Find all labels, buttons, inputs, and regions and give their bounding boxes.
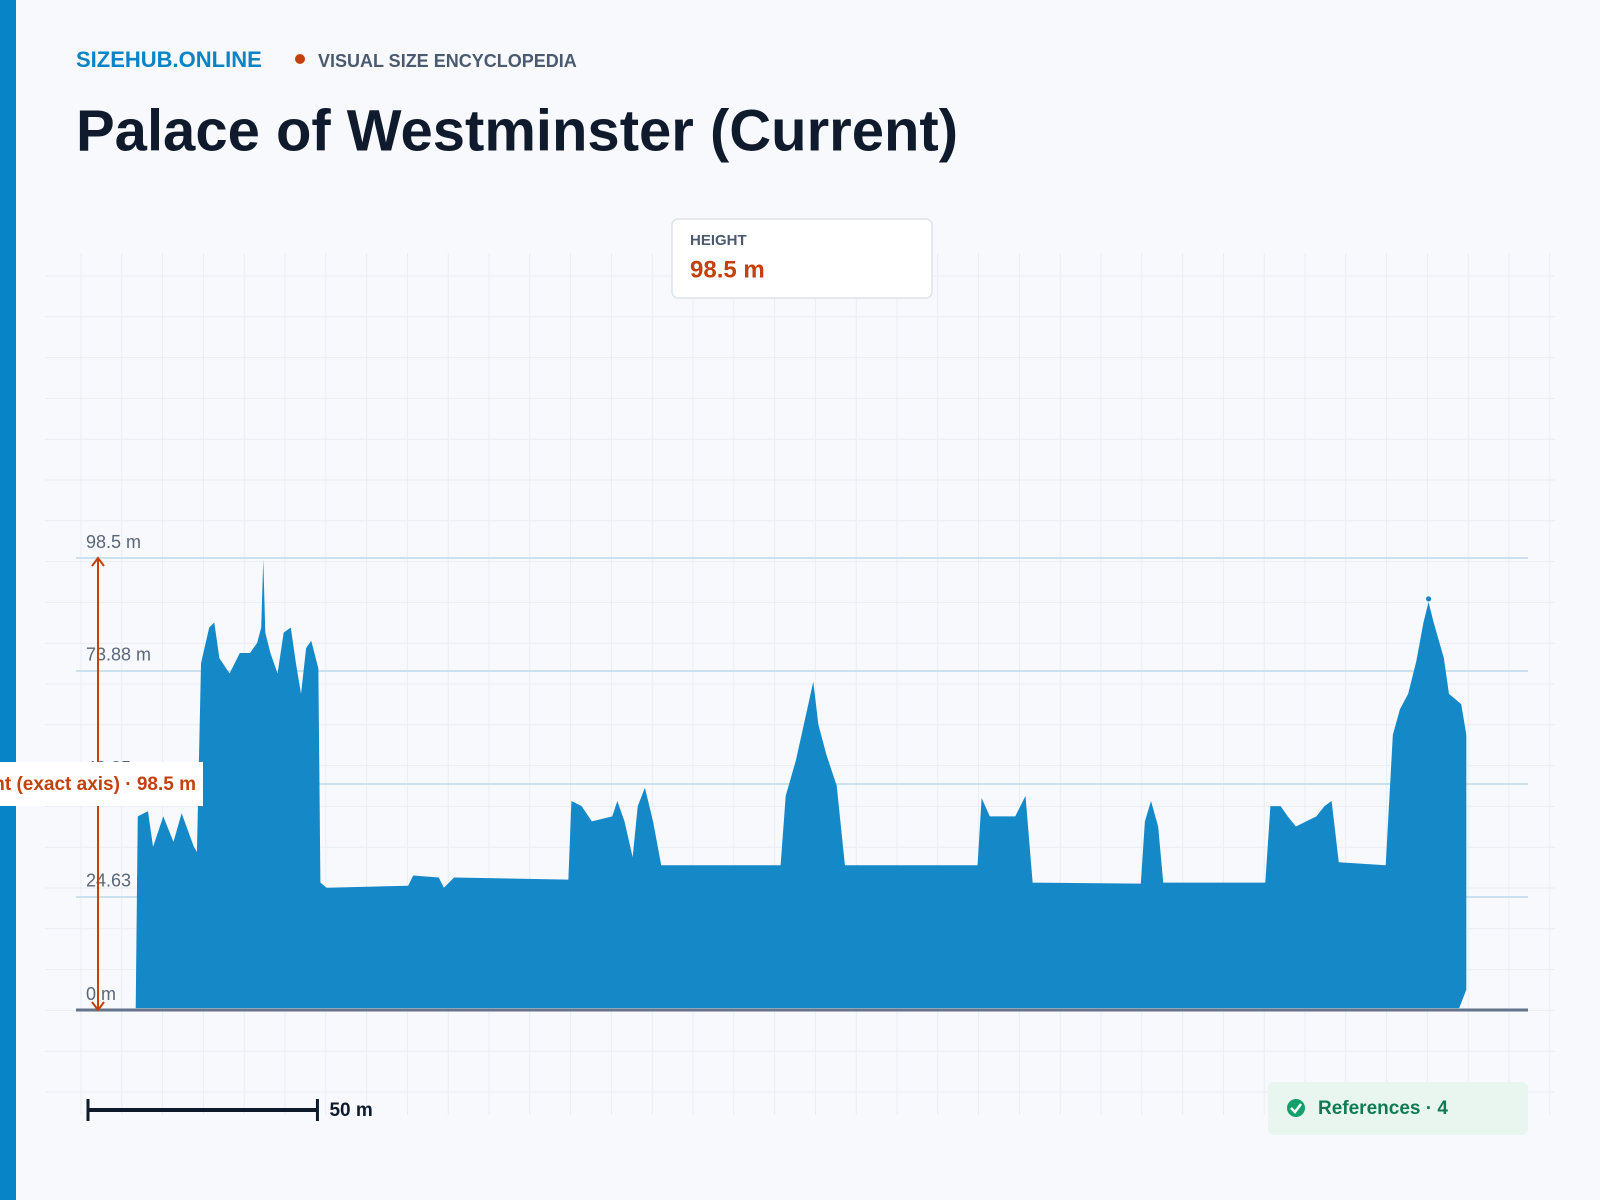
axis-label: 73.88 m — [86, 645, 151, 665]
silhouette-group — [135, 559, 1467, 1009]
check-mark — [1290, 1103, 1302, 1114]
arrow-head — [91, 556, 105, 567]
tagline: VISUAL SIZE ENCYCLOPEDIA — [318, 51, 577, 71]
accent-bar — [0, 0, 16, 1200]
measure: Height (exact axis) · 98.5 m 50 m — [0, 556, 373, 1121]
silhouette — [135, 559, 1467, 1009]
spire-tip — [1426, 596, 1432, 602]
stat-card — [671, 218, 933, 299]
annotation: Height (exact axis) · 98.5 m — [0, 774, 196, 795]
check-icon — [1287, 1099, 1305, 1117]
references[interactable]: References · 4 — [1318, 1098, 1448, 1119]
arrow-head — [91, 1001, 105, 1012]
title: Palace of Westminster (Current) — [76, 98, 958, 163]
dot — [295, 54, 305, 64]
axis-label: 98.5 m — [86, 532, 141, 552]
axis-label: 24.63 m — [86, 871, 151, 891]
annotation-box — [0, 762, 203, 806]
axis-label: 0 m — [86, 984, 116, 1004]
brand: SIZEHUB.ONLINE — [76, 47, 262, 72]
stat-label: HEIGHT — [690, 232, 747, 249]
scale-label: 50 m — [329, 1100, 372, 1121]
stat-value: 98.5 m — [690, 256, 765, 283]
references-card[interactable] — [1268, 1082, 1528, 1135]
